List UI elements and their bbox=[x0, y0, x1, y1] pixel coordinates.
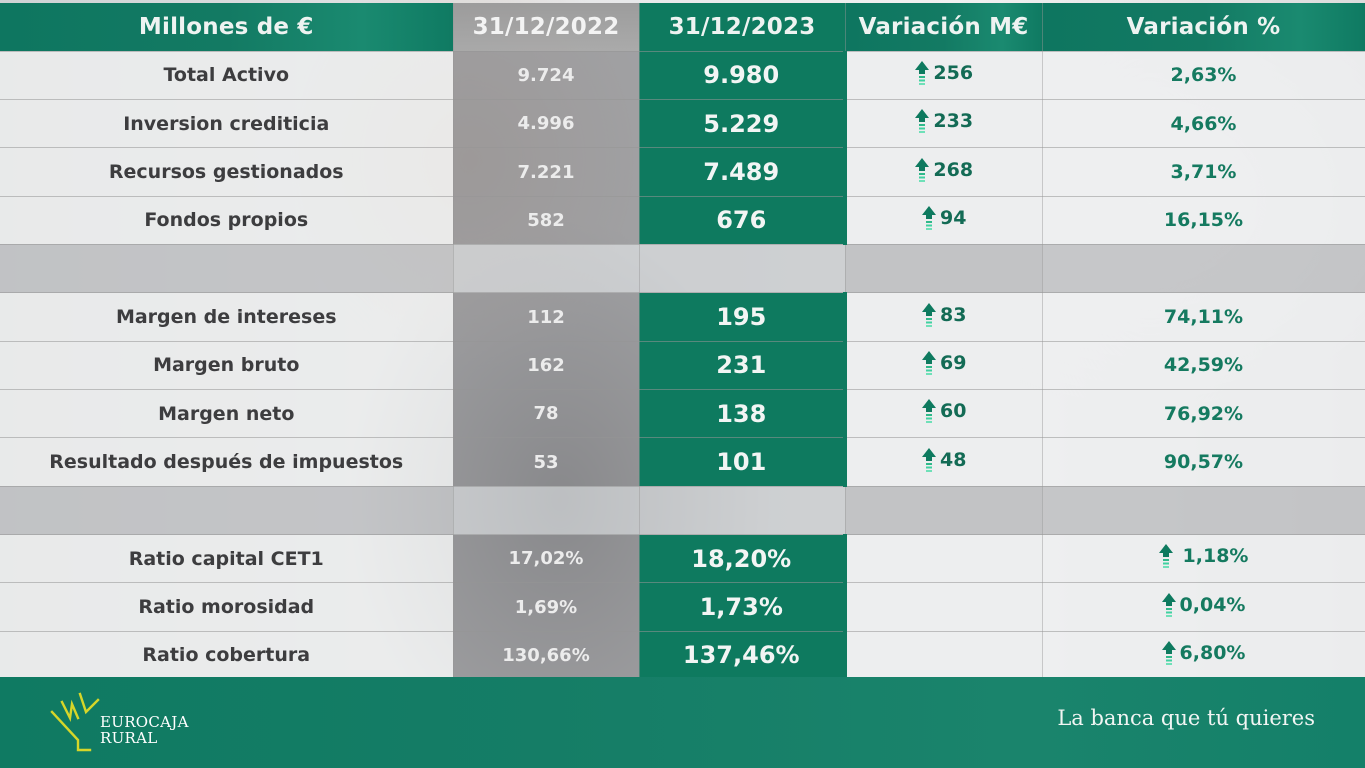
tagline: La banca que tú quieres bbox=[1057, 706, 1315, 730]
brand-wordmark: EUROCAJA RURAL bbox=[100, 713, 189, 747]
variation-meur bbox=[843, 582, 1043, 632]
table-row: Total Activo 9.724 9.980 256 2,63% bbox=[0, 51, 1365, 101]
value-2022: 53 bbox=[453, 437, 640, 487]
arrow-up-icon bbox=[922, 302, 937, 327]
value-2022: 162 bbox=[453, 341, 640, 391]
arrow-up-icon bbox=[915, 60, 930, 85]
variation-meur: 69 bbox=[843, 341, 1043, 391]
variation-meur: 83 bbox=[843, 292, 1043, 342]
arrow-up-icon bbox=[922, 205, 937, 230]
value-2023: 138 bbox=[639, 389, 846, 439]
row-label: Margen neto bbox=[0, 389, 454, 439]
row-label: Ratio cobertura bbox=[0, 631, 454, 681]
value-2023: 5.229 bbox=[639, 99, 846, 149]
table-row: Margen bruto 162 231 69 42,59% bbox=[0, 341, 1365, 391]
table-row: Margen neto 78 138 60 76,92% bbox=[0, 389, 1365, 439]
row-label: Inversion crediticia bbox=[0, 99, 454, 149]
variation-pct: 0,04% bbox=[1042, 582, 1365, 632]
variation-pct: 6,80% bbox=[1042, 631, 1365, 681]
value-2022: 4.996 bbox=[453, 99, 640, 149]
row-label: Ratio morosidad bbox=[0, 582, 454, 632]
variation-meur: 60 bbox=[843, 389, 1043, 439]
value-2023: 231 bbox=[639, 341, 846, 391]
value-2022: 1,69% bbox=[453, 582, 640, 632]
arrow-up-icon bbox=[1161, 640, 1176, 665]
arrow-up-icon bbox=[922, 350, 937, 375]
row-label: Fondos propios bbox=[0, 196, 454, 245]
table-header-row: Millones de € 31/12/2022 31/12/2023 Vari… bbox=[0, 3, 1365, 52]
variation-pct: 16,15% bbox=[1042, 196, 1365, 245]
table-row: Recursos gestionados 7.221 7.489 268 3,7… bbox=[0, 147, 1365, 197]
spacer-row bbox=[0, 486, 1365, 536]
value-2023: 101 bbox=[639, 437, 846, 487]
variation-pct: 4,66% bbox=[1042, 99, 1365, 149]
header-variation-meur: Variación M€ bbox=[845, 3, 1043, 52]
variation-meur: 233 bbox=[843, 99, 1043, 149]
value-2023: 9.980 bbox=[639, 51, 846, 101]
table-row: Resultado después de impuestos 53 101 48… bbox=[0, 437, 1365, 487]
row-label: Total Activo bbox=[0, 51, 454, 101]
value-2022: 78 bbox=[453, 389, 640, 439]
value-2022: 130,66% bbox=[453, 631, 640, 681]
variation-pct: 76,92% bbox=[1042, 389, 1365, 439]
value-2022: 9.724 bbox=[453, 51, 640, 101]
value-2022: 582 bbox=[453, 196, 640, 245]
arrow-up-icon bbox=[922, 447, 937, 472]
variation-meur bbox=[843, 631, 1043, 681]
arrow-up-icon bbox=[922, 399, 937, 424]
header-2022: 31/12/2022 bbox=[453, 3, 640, 52]
value-2023: 7.489 bbox=[639, 147, 846, 197]
value-2022: 112 bbox=[453, 292, 640, 342]
arrow-up-icon bbox=[915, 157, 930, 182]
table-row: Ratio capital CET1 17,02% 18,20% 1,18% bbox=[0, 534, 1365, 584]
variation-pct: 3,71% bbox=[1042, 147, 1365, 197]
variation-meur: 48 bbox=[843, 437, 1043, 487]
value-2023: 137,46% bbox=[639, 631, 846, 681]
header-2023: 31/12/2023 bbox=[639, 3, 846, 52]
header-label: Millones de € bbox=[0, 3, 454, 52]
arrow-up-icon bbox=[915, 109, 930, 134]
table-row: Inversion crediticia 4.996 5.229 233 4,6… bbox=[0, 99, 1365, 149]
variation-meur: 256 bbox=[843, 51, 1043, 101]
row-label: Margen bruto bbox=[0, 341, 454, 391]
table-row: Ratio morosidad 1,69% 1,73% 0,04% bbox=[0, 582, 1365, 632]
variation-pct: 74,11% bbox=[1042, 292, 1365, 342]
value-2023: 676 bbox=[639, 196, 846, 245]
variation-pct: 1,18% bbox=[1042, 534, 1365, 584]
spacer-row bbox=[0, 244, 1365, 294]
eurocaja-logo-icon bbox=[50, 692, 100, 752]
value-2022: 7.221 bbox=[453, 147, 640, 197]
variation-meur bbox=[843, 534, 1043, 584]
value-2022: 17,02% bbox=[453, 534, 640, 584]
kpi-table: Millones de € 31/12/2022 31/12/2023 Vari… bbox=[0, 3, 1365, 681]
header-variation-pct: Variación % bbox=[1042, 3, 1365, 52]
arrow-up-icon bbox=[1158, 544, 1173, 569]
table-row: Ratio cobertura 130,66% 137,46% 6,80% bbox=[0, 631, 1365, 681]
variation-pct: 90,57% bbox=[1042, 437, 1365, 487]
row-label: Ratio capital CET1 bbox=[0, 534, 454, 584]
table-row: Margen de intereses 112 195 83 74,11% bbox=[0, 292, 1365, 342]
value-2023: 195 bbox=[639, 292, 846, 342]
footer-band bbox=[0, 677, 1365, 768]
variation-pct: 2,63% bbox=[1042, 51, 1365, 101]
table-row: Fondos propios 582 676 94 16,15% bbox=[0, 196, 1365, 245]
arrow-up-icon bbox=[1161, 592, 1176, 617]
row-label: Resultado después de impuestos bbox=[0, 437, 454, 487]
row-label: Margen de intereses bbox=[0, 292, 454, 342]
variation-pct: 42,59% bbox=[1042, 341, 1365, 391]
variation-meur: 94 bbox=[843, 196, 1043, 245]
variation-meur: 268 bbox=[843, 147, 1043, 197]
row-label: Recursos gestionados bbox=[0, 147, 454, 197]
value-2023: 1,73% bbox=[639, 582, 846, 632]
value-2023: 18,20% bbox=[639, 534, 846, 584]
